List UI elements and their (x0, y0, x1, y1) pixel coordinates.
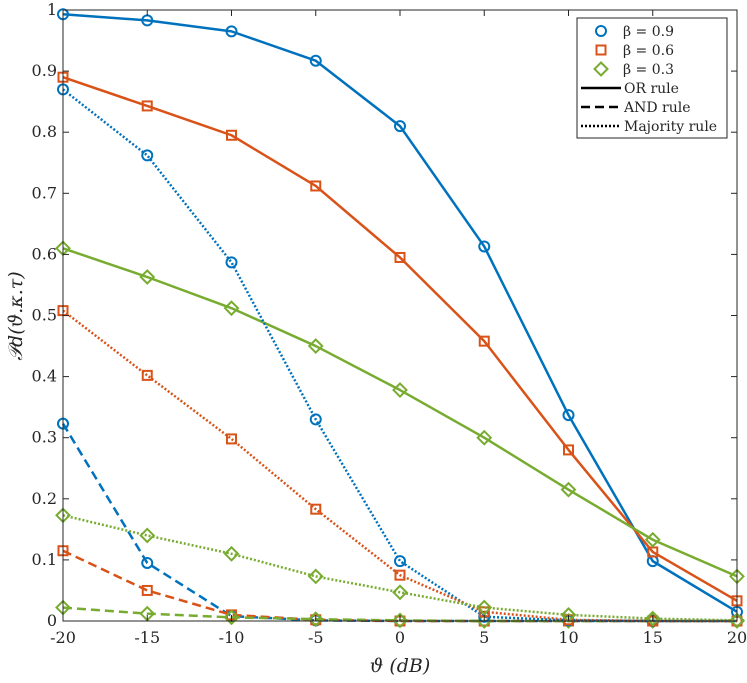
ticks-layer: -20 -15 -10 -5 0 5 10 15 20 0 0.1 0.2 0.3 0.4 0.5 0.6 0.… (32, 0, 747, 647)
data-point (226, 433, 237, 445)
data-point (562, 409, 575, 422)
data-point (141, 556, 154, 569)
data-point (307, 568, 324, 585)
data-point (223, 545, 240, 562)
x-tick-label: 10 (558, 628, 578, 647)
legend-entry: Majority rule (581, 119, 717, 135)
legend-label: β = 0.9 (623, 24, 674, 40)
legend-label: β = 0.6 (623, 43, 674, 59)
data-point (394, 120, 406, 133)
data-point (307, 611, 324, 628)
x-tick-label: 0 (395, 628, 405, 647)
y-tick-label: 0.9 (32, 61, 57, 80)
y-tick-label: 0.1 (32, 550, 57, 569)
legend-marker (593, 61, 609, 77)
data-point (392, 612, 408, 629)
x-tick-label: -15 (134, 628, 160, 647)
legend-marker (595, 44, 607, 56)
data-point (476, 599, 493, 616)
data-point (223, 609, 240, 626)
data-point (394, 555, 406, 568)
data-point (392, 584, 408, 601)
legend-box (576, 17, 728, 139)
data-point (309, 54, 322, 67)
legend-entry: β = 0.9 (595, 24, 674, 40)
legend-label: Majority rule (624, 119, 717, 135)
y-tick-label: 1 (47, 0, 57, 19)
data-point (141, 100, 153, 112)
data-point (644, 610, 661, 627)
series-line (61, 423, 737, 623)
x-tick-label: -10 (219, 628, 245, 647)
legend-entry: β = 0.3 (593, 61, 674, 78)
legend-label: OR rule (624, 81, 679, 97)
data-point (225, 25, 238, 38)
y-tick-label: 0 (47, 611, 57, 630)
data-point (223, 300, 240, 317)
x-tick-label: -5 (308, 628, 324, 647)
legend-marker (595, 25, 607, 37)
x-tick-label: 5 (479, 628, 489, 647)
x-tick-label: 15 (643, 628, 663, 647)
data-point (476, 429, 493, 446)
x-tick-label: 20 (727, 628, 747, 647)
series-line (62, 13, 738, 613)
legend-label: AND rule (623, 100, 691, 116)
data-point (644, 531, 661, 548)
y-tick-label: 0.4 (32, 367, 57, 386)
series-line (62, 76, 738, 602)
data-point (141, 369, 153, 381)
data-point (563, 444, 574, 456)
data-point (141, 584, 153, 596)
x-tick-label: -20 (50, 628, 76, 647)
y-axis-label: 𝒫d(ϑ.κ.τ) (5, 271, 27, 360)
data-point (560, 481, 577, 498)
data-point (226, 129, 237, 141)
data-point (729, 612, 745, 629)
data-point (307, 338, 324, 354)
legend-entry: AND rule (581, 100, 691, 116)
legend-entry: OR rule (581, 81, 679, 97)
legend: β = 0.9 β = 0.6 β = 0.3 OR rule AND rule Majo… (576, 17, 728, 139)
data-point (309, 413, 322, 426)
legend-label: β = 0.3 (623, 62, 674, 78)
data-point (478, 240, 491, 253)
data-point (392, 382, 408, 398)
data-point (310, 180, 322, 192)
x-axis-label: ϑ (dB) (370, 655, 431, 677)
data-point (139, 269, 156, 285)
legend-entry: β = 0.6 (595, 43, 674, 59)
data-point (394, 251, 406, 263)
data-point (478, 335, 490, 347)
data-point (141, 149, 154, 162)
data-point (225, 256, 238, 269)
data-point (394, 569, 406, 581)
y-tick-label: 0.5 (32, 306, 57, 325)
data-point (139, 527, 156, 544)
y-tick-label: 0.3 (32, 428, 57, 447)
series-line (62, 88, 737, 623)
y-tick-label: 0.6 (32, 244, 57, 263)
series-line (62, 514, 738, 622)
y-tick-label: 0.2 (32, 489, 57, 508)
y-tick-label: 0.8 (32, 122, 57, 141)
series-line (62, 247, 738, 578)
series-majority-beta-0.3 (55, 507, 745, 629)
y-tick-label: 0.7 (32, 183, 57, 202)
data-point (310, 503, 322, 515)
